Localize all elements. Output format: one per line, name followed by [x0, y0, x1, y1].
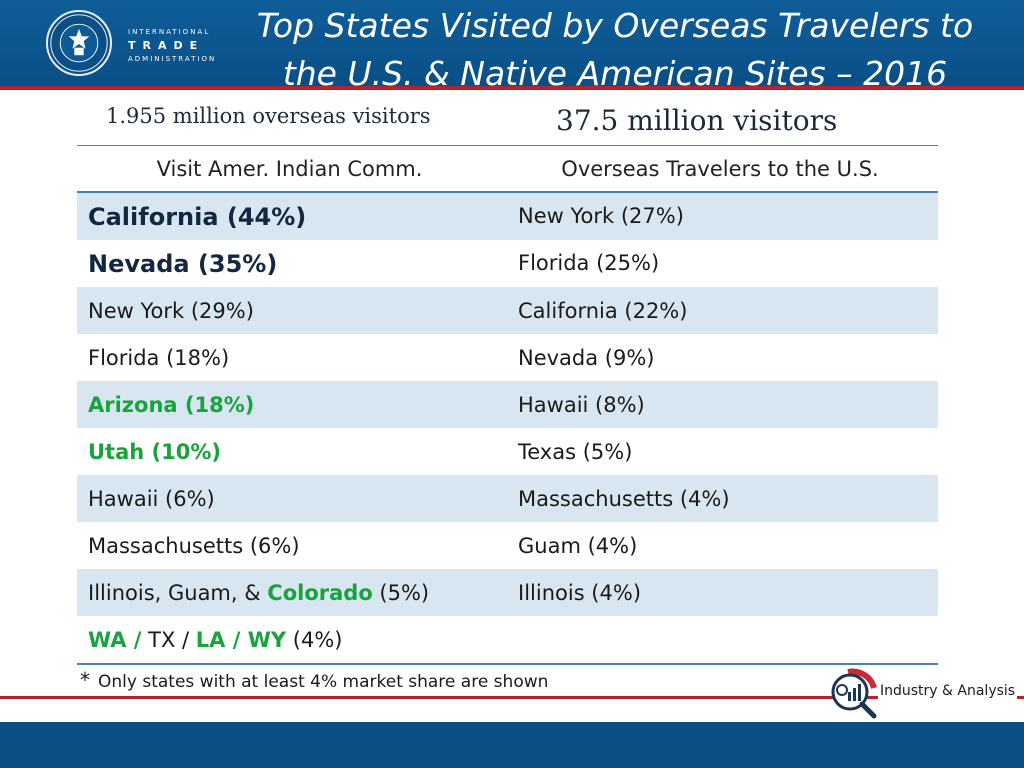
- industry-analysis-label: Industry & Analysis: [878, 683, 1018, 699]
- table-cell: Nevada (9%): [518, 345, 655, 370]
- table-cell: Florida (18%): [88, 345, 230, 370]
- page-title-line-2: the U.S. & Native American Sites – 2016: [282, 54, 948, 93]
- commerce-seal-icon: [46, 10, 112, 76]
- table-cell: Texas (5%): [518, 439, 633, 464]
- header-band: [0, 0, 1024, 88]
- table-row: New York (29%) California (22%): [77, 287, 938, 334]
- cell-text: TX /: [141, 627, 196, 652]
- table-cell: California (22%): [518, 298, 688, 323]
- table-cell: New York (29%): [88, 298, 254, 323]
- column-header-indian-comm: Visit Amer. Indian Comm.: [156, 156, 423, 181]
- table-row: Utah (10%) Texas (5%): [77, 428, 938, 475]
- table-cell: Massachusetts (6%): [88, 533, 300, 558]
- table-cell: California (44%): [88, 202, 307, 231]
- footnote: * Only states with at least 4% market sha…: [80, 668, 548, 692]
- table-row: Florida (18%) Nevada (9%): [77, 334, 938, 381]
- footnote-star: *: [80, 668, 90, 692]
- table-row: WA / TX / LA / WY (4%): [77, 616, 938, 665]
- cell-highlight-wa: WA /: [88, 627, 142, 652]
- table-cell: Guam (4%): [518, 533, 638, 558]
- table-row: Illinois, Guam, & Colorado (5%) Illinois…: [77, 569, 938, 616]
- table-cell: Florida (25%): [518, 251, 660, 275]
- table-row: Massachusetts (6%) Guam (4%): [77, 522, 938, 569]
- table-header: Visit Amer. Indian Comm. Overseas Travel…: [77, 146, 938, 193]
- magnifier-chart-icon: [828, 668, 884, 720]
- table-row: Nevada (35%) Florida (25%): [77, 240, 938, 287]
- footer-accent-line: [0, 696, 1024, 699]
- page-title: Top States Visited by Overseas Travelers…: [220, 2, 1010, 98]
- table-cell: Hawaii (6%): [88, 486, 215, 511]
- agency-line-international: INTERNATIONAL: [128, 28, 211, 36]
- table-row: Arizona (18%) Hawaii (8%): [77, 381, 938, 428]
- footnote-text: Only states with at least 4% market shar…: [98, 672, 549, 692]
- table-cell: Utah (10%): [88, 439, 221, 464]
- header-accent-line: [0, 86, 1024, 90]
- table-row: California (44%) New York (27%): [77, 193, 938, 240]
- column-header-overseas: Overseas Travelers to the U.S.: [561, 156, 879, 181]
- footer-band: [0, 722, 1024, 768]
- subheader-left: 1.955 million overseas visitors: [106, 104, 431, 128]
- cell-text: Illinois, Guam, &: [88, 580, 268, 605]
- table-cell: Nevada (35%): [88, 249, 278, 278]
- cell-text: (5%): [372, 580, 430, 605]
- cell-text: (4%): [286, 627, 343, 652]
- table-row: Hawaii (6%) Massachusetts (4%): [77, 475, 938, 522]
- agency-line-administration: ADMINISTRATION: [128, 55, 217, 63]
- cell-highlight-la-wy: LA / WY: [195, 627, 287, 652]
- cell-highlight-colorado: Colorado: [267, 580, 373, 605]
- table-cell: Arizona (18%): [88, 392, 255, 417]
- table-cell: Massachusetts (4%): [518, 486, 730, 511]
- table-cell: WA / TX / LA / WY (4%): [77, 628, 507, 652]
- table-cell: New York (27%): [518, 204, 684, 228]
- states-table: Visit Amer. Indian Comm. Overseas Travel…: [77, 145, 938, 665]
- subheader-right: 37.5 million visitors: [556, 104, 838, 137]
- table-cell: Illinois (4%): [518, 580, 642, 605]
- agency-wordmark: INTERNATIONAL TRADE ADMINISTRATION: [128, 28, 216, 63]
- table-cell: Illinois, Guam, & Colorado (5%): [77, 581, 507, 605]
- page-title-line-1: Top States Visited by Overseas Travelers…: [256, 6, 974, 45]
- table-cell: Hawaii (8%): [518, 392, 645, 417]
- agency-line-trade: TRADE: [128, 39, 205, 52]
